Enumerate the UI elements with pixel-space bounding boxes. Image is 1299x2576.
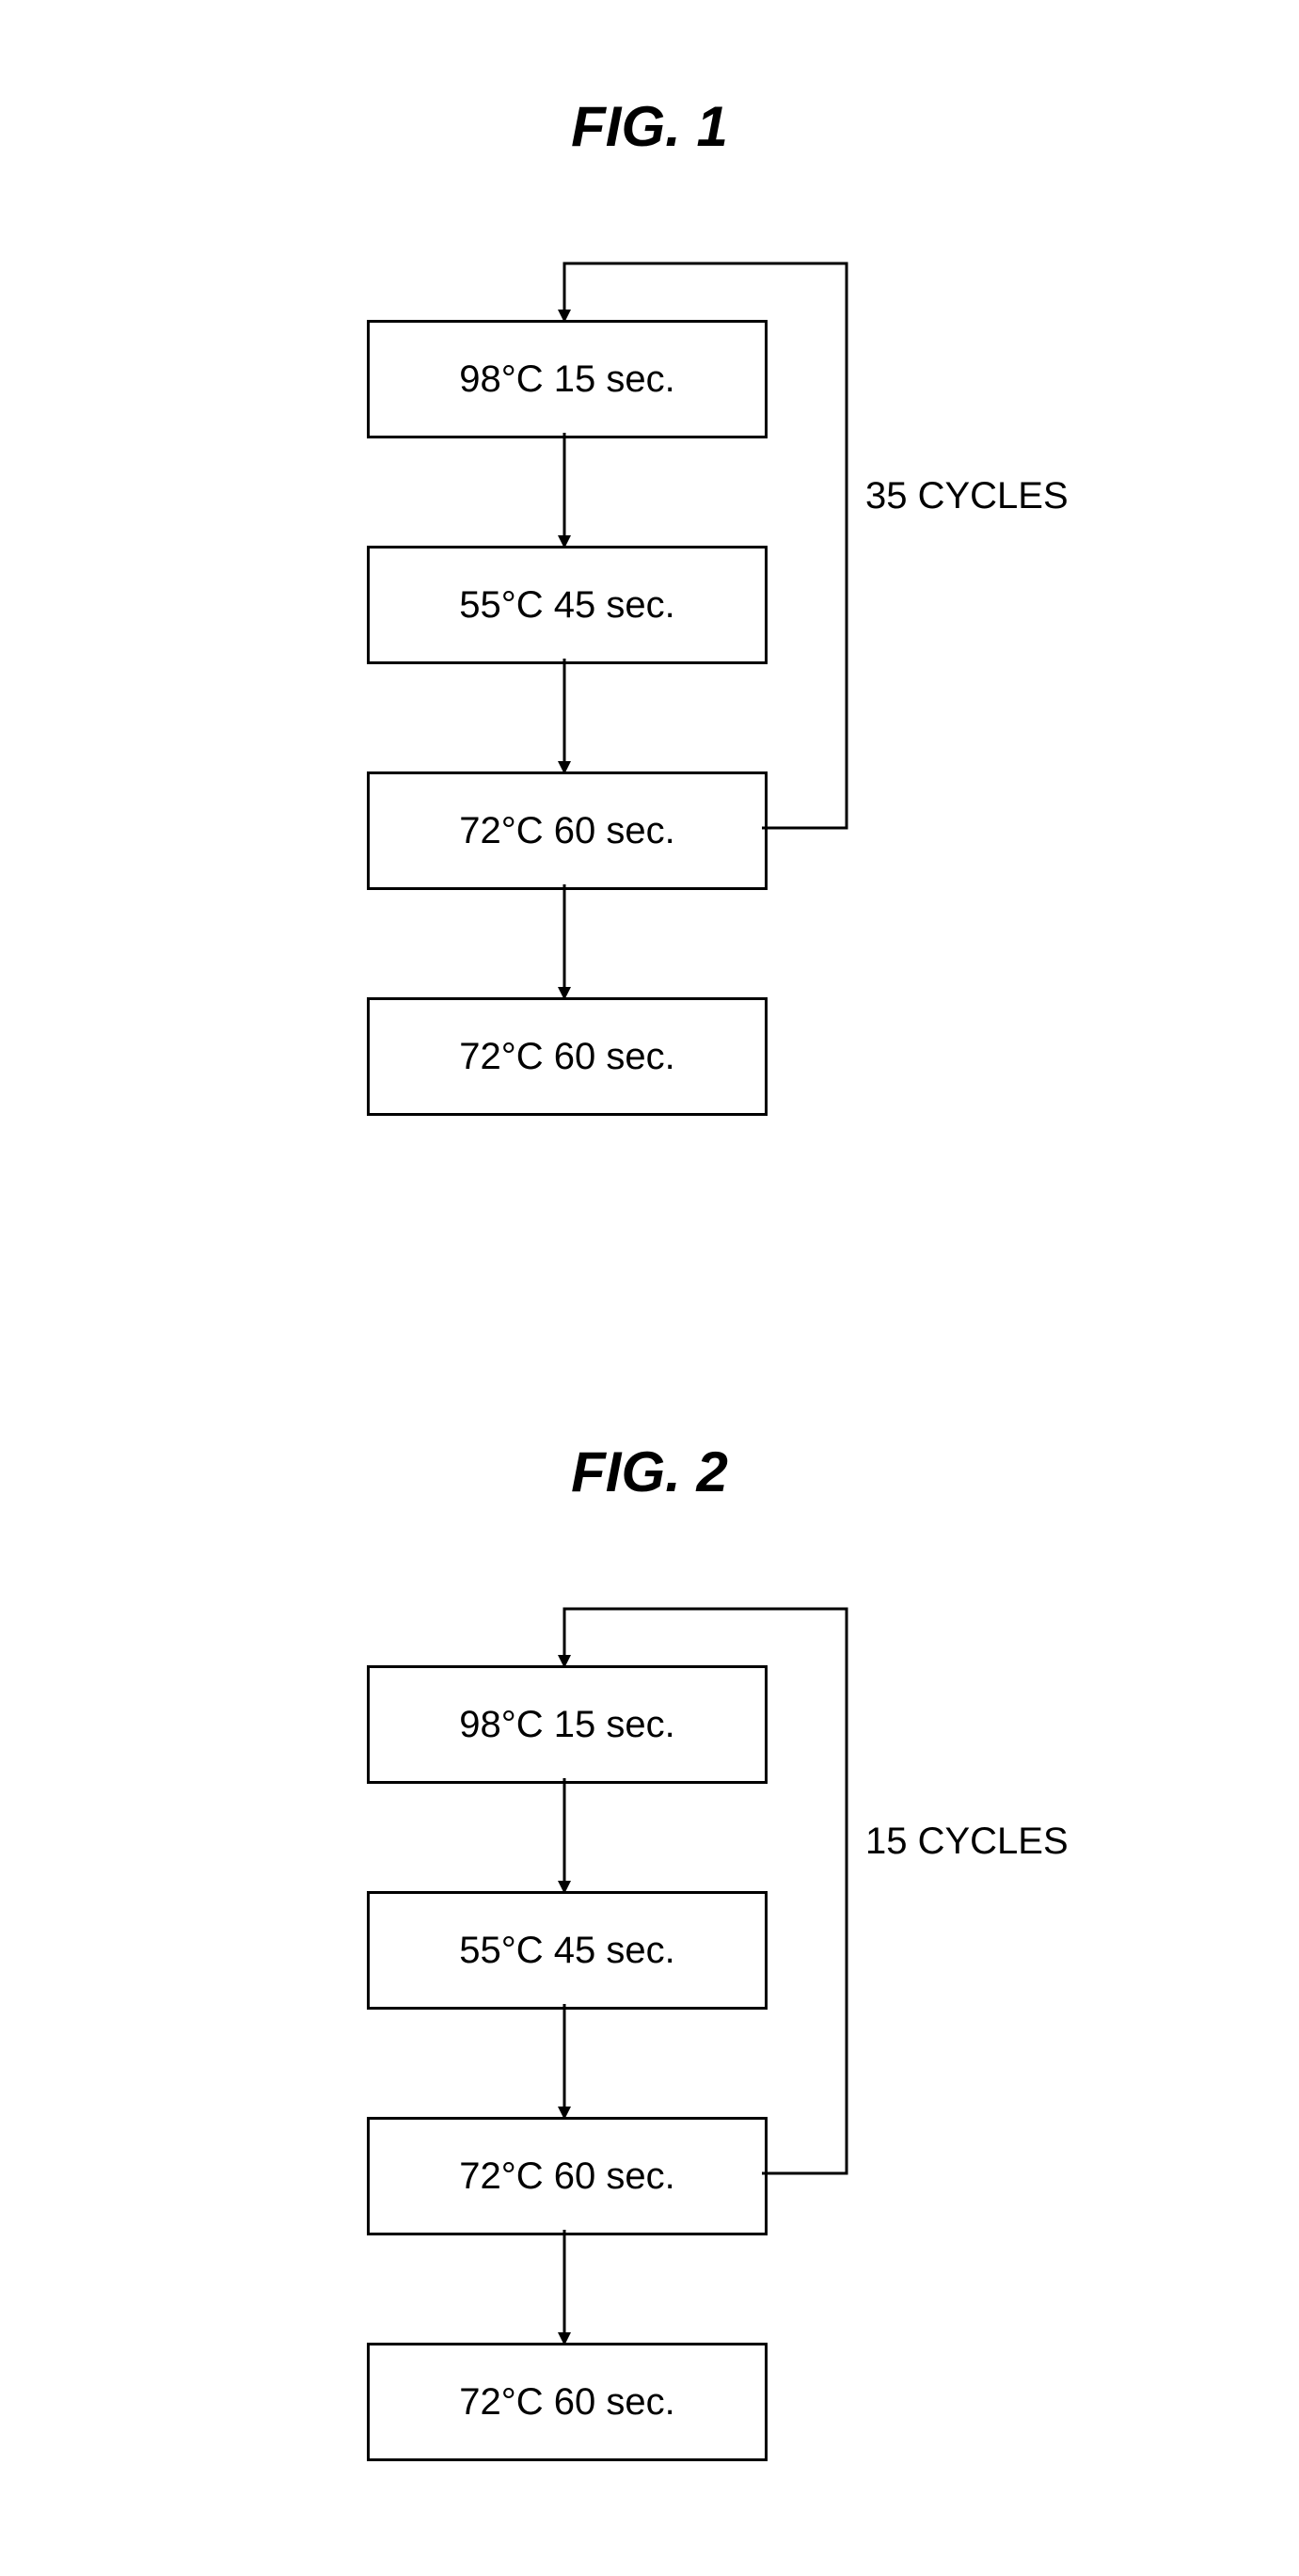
fig2-box-1: 55°C 45 sec. (367, 1891, 768, 2010)
page: FIG. 1 98°C 15 sec. 55°C 45 sec. 72°C 60… (0, 0, 1299, 2576)
fig1-box-3-text: 72°C 60 sec. (459, 1036, 674, 1078)
fig1-box-2: 72°C 60 sec. (367, 771, 768, 890)
fig2-box-2: 72°C 60 sec. (367, 2117, 768, 2235)
fig1-box-0-text: 98°C 15 sec. (459, 358, 674, 401)
fig1-box-0: 98°C 15 sec. (367, 320, 768, 438)
fig1-box-2-text: 72°C 60 sec. (459, 810, 674, 852)
fig1-cycles-label: 35 CYCLES (865, 475, 1069, 517)
fig2-box-0: 98°C 15 sec. (367, 1665, 768, 1784)
fig1-box-3: 72°C 60 sec. (367, 997, 768, 1116)
fig2-box-0-text: 98°C 15 sec. (459, 1704, 674, 1746)
fig1-box-1-text: 55°C 45 sec. (459, 584, 674, 627)
fig2-box-1-text: 55°C 45 sec. (459, 1930, 674, 1972)
fig1-box-1: 55°C 45 sec. (367, 546, 768, 664)
figure-1-title: FIG. 1 (0, 94, 1299, 159)
figure-2-title: FIG. 2 (0, 1439, 1299, 1504)
fig2-box-3-text: 72°C 60 sec. (459, 2381, 674, 2424)
fig2-cycles-label: 15 CYCLES (865, 1821, 1069, 1863)
fig2-box-3: 72°C 60 sec. (367, 2343, 768, 2461)
fig2-box-2-text: 72°C 60 sec. (459, 2155, 674, 2198)
